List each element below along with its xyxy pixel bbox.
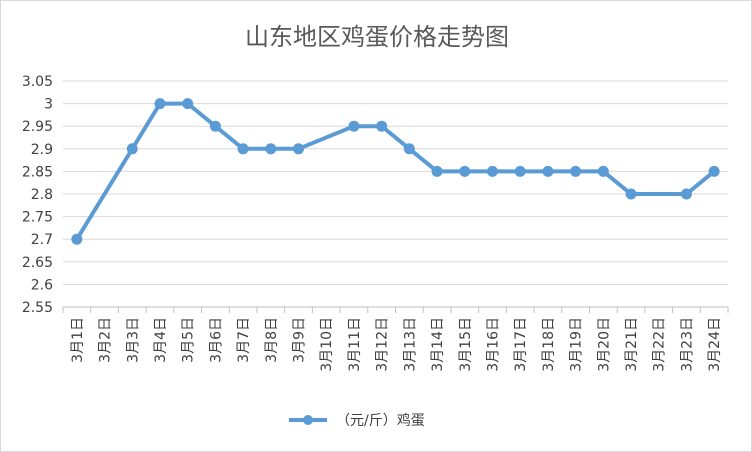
data-point xyxy=(431,165,443,177)
data-point xyxy=(597,165,609,177)
y-axis: 2.55 2.6 2.65 2.7 2.75 2.8 2.85 2.9 2.95 3 3.05 xyxy=(22,74,53,316)
x-tick-label: 3月14日 xyxy=(430,317,446,372)
grid-lines xyxy=(63,80,728,308)
y-tick-label: 2.6 xyxy=(31,277,53,293)
y-tick-label: 3 xyxy=(44,97,53,113)
data-point xyxy=(237,143,249,155)
legend: （元/斤）鸡蛋 xyxy=(289,412,425,429)
x-tick-label: 3月13日 xyxy=(402,317,418,372)
y-tick-label: 2.9 xyxy=(31,142,53,158)
y-tick-label: 2.85 xyxy=(22,164,53,180)
x-tick-label: 3月9日 xyxy=(292,317,308,363)
data-point xyxy=(209,120,221,132)
x-tick-label: 3月11日 xyxy=(347,317,363,372)
x-tick-label: 3月19日 xyxy=(569,317,585,372)
x-tick-label: 3月22日 xyxy=(652,317,668,372)
data-point xyxy=(154,98,166,110)
x-tick-label: 3月2日 xyxy=(98,317,114,363)
data-point xyxy=(376,120,388,132)
x-tick-label: 3月10日 xyxy=(319,317,335,372)
x-tick-label: 3月24日 xyxy=(707,317,723,372)
legend-label: （元/斤）鸡蛋 xyxy=(336,412,425,429)
x-tick-label: 3月1日 xyxy=(70,317,86,363)
legend-point-marker xyxy=(303,415,313,425)
x-tick-label: 3月16日 xyxy=(485,317,501,372)
x-tick-label: 3月7日 xyxy=(236,317,252,363)
y-tick-label: 2.65 xyxy=(22,255,53,271)
x-axis: 3月1日 3月2日 3月3日 3月4日 3月5日 3月6日 3月7日 3月8日 3月9日 3月10… xyxy=(62,306,729,372)
chart-title: 山东地区鸡蛋价格走势图 xyxy=(245,23,509,51)
data-point xyxy=(680,188,692,200)
data-point xyxy=(486,165,498,177)
x-tick-label: 3月15日 xyxy=(458,317,474,372)
data-point xyxy=(514,165,526,177)
y-tick-label: 2.75 xyxy=(22,210,53,226)
data-point xyxy=(182,98,194,110)
x-tick-label: 3月17日 xyxy=(513,317,529,372)
data-point xyxy=(71,233,83,245)
data-point xyxy=(459,165,471,177)
data-point xyxy=(403,143,415,155)
x-tick-label: 3月4日 xyxy=(153,317,169,363)
x-tick-label: 3月8日 xyxy=(264,317,280,363)
x-tick-label: 3月20日 xyxy=(596,317,612,372)
y-tick-label: 2.95 xyxy=(22,119,53,135)
data-point xyxy=(126,143,138,155)
data-point xyxy=(265,143,277,155)
x-tick-label: 3月12日 xyxy=(375,317,391,372)
x-tick-label: 3月21日 xyxy=(624,317,640,372)
series-layer xyxy=(71,98,720,245)
data-point xyxy=(542,165,554,177)
y-tick-label: 2.7 xyxy=(31,232,53,248)
data-point xyxy=(348,120,360,132)
x-tick-label: 3月5日 xyxy=(181,317,197,363)
data-point xyxy=(708,165,720,177)
x-tick-label: 3月18日 xyxy=(541,317,557,372)
y-tick-label: 2.8 xyxy=(31,187,53,203)
x-tick-label: 3月23日 xyxy=(679,317,695,372)
data-point xyxy=(625,188,637,200)
data-point xyxy=(570,165,582,177)
y-tick-label: 2.55 xyxy=(22,300,53,316)
x-tick-label: 3月6日 xyxy=(208,317,224,363)
y-tick-label: 3.05 xyxy=(22,74,53,90)
data-point xyxy=(293,143,305,155)
x-tick-label: 3月3日 xyxy=(125,317,141,363)
